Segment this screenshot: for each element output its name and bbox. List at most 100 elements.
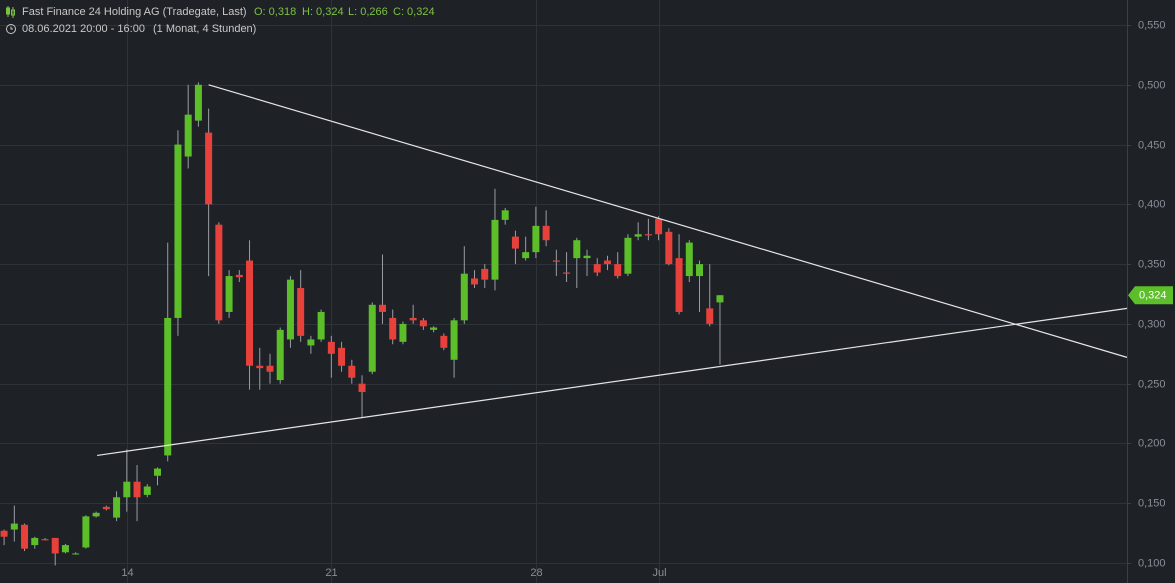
candle-body xyxy=(174,144,182,318)
header-high: H: 0,324 xyxy=(302,6,344,18)
candle-body xyxy=(317,311,325,340)
last-price-label: 0,324 xyxy=(1139,290,1167,302)
candle-body xyxy=(164,317,172,456)
candle-body xyxy=(348,365,356,378)
candle-body xyxy=(327,341,335,354)
candle-body xyxy=(522,252,530,259)
candle-body xyxy=(72,553,80,555)
y-tick-label: 0,550 xyxy=(1138,19,1166,31)
y-tick-label: 0,300 xyxy=(1138,318,1166,330)
legend-icon xyxy=(6,6,15,18)
header-low: L: 0,266 xyxy=(348,6,388,18)
candle-body xyxy=(440,335,448,348)
x-tick-label: 28 xyxy=(530,567,542,579)
header-close: C: 0,324 xyxy=(393,6,435,18)
candle-body xyxy=(41,539,49,541)
candle-body xyxy=(31,537,39,546)
candle-body xyxy=(552,260,560,262)
candle-body xyxy=(378,304,386,312)
candle-body xyxy=(358,383,366,393)
candle-body xyxy=(603,260,611,265)
candle-body xyxy=(266,365,274,372)
y-tick-label: 0,200 xyxy=(1138,437,1166,449)
x-tick-label: 21 xyxy=(325,567,337,579)
candle-body xyxy=(655,218,663,235)
candle-body xyxy=(10,523,18,530)
candle-body xyxy=(286,279,294,340)
candle-body xyxy=(716,295,724,303)
candle-body xyxy=(399,323,407,342)
candle-body xyxy=(593,264,601,273)
trendline xyxy=(208,84,1128,358)
candle-body xyxy=(542,225,550,241)
candle-body xyxy=(665,231,673,265)
y-tick-label: 0,450 xyxy=(1138,139,1166,151)
header-open: O: 0,318 xyxy=(254,6,296,18)
candle-body xyxy=(21,524,29,549)
candle-body xyxy=(123,481,131,498)
candle-body xyxy=(51,537,59,554)
candle-body xyxy=(215,224,223,321)
candle-body xyxy=(143,486,151,495)
trendline xyxy=(97,307,1128,457)
candle-body xyxy=(706,308,714,324)
header-interval: (1 Monat, 4 Stunden) xyxy=(153,23,256,35)
clock-icon xyxy=(6,24,16,34)
candle-body xyxy=(133,481,141,498)
candle-body xyxy=(307,339,315,346)
candle-body xyxy=(102,506,110,510)
x-tick-label: Jul xyxy=(652,567,666,579)
candle-body xyxy=(246,260,254,366)
y-tick-label: 0,500 xyxy=(1138,79,1166,91)
last-price-tag xyxy=(1128,286,1173,305)
candle-body xyxy=(563,272,571,274)
candle-body xyxy=(573,240,581,259)
candle-body xyxy=(184,114,192,157)
candle-body xyxy=(491,219,499,280)
candle-body xyxy=(685,242,693,277)
candle-body xyxy=(409,317,417,321)
candle-body xyxy=(471,278,479,285)
candle-body xyxy=(419,320,427,327)
candle-body xyxy=(644,234,652,236)
candle-body xyxy=(675,258,683,312)
candle-body xyxy=(634,234,642,237)
candle-body xyxy=(511,236,519,249)
y-tick-label: 0,100 xyxy=(1138,557,1166,569)
candle-body xyxy=(368,304,376,372)
candle-body xyxy=(153,468,161,476)
candle-body xyxy=(460,273,468,321)
candle-body xyxy=(501,210,509,220)
candle-body xyxy=(205,132,213,205)
header-period: 08.06.2021 20:00 - 16:00 xyxy=(22,23,145,35)
candle-body xyxy=(583,255,591,259)
candle-body xyxy=(256,365,264,369)
candle-body xyxy=(0,530,8,537)
candle-body xyxy=(61,545,69,553)
header-title: Fast Finance 24 Holding AG (Tradegate, L… xyxy=(22,6,247,18)
candle-body xyxy=(481,268,489,280)
y-tick-label: 0,150 xyxy=(1138,497,1166,509)
candle-body xyxy=(430,327,438,330)
y-tick-label: 0,350 xyxy=(1138,258,1166,270)
candle-body xyxy=(225,276,233,312)
candle-body xyxy=(235,274,243,278)
candle-body xyxy=(297,288,305,336)
y-tick-label: 0,250 xyxy=(1138,378,1166,390)
plot xyxy=(0,82,1128,566)
candle-body xyxy=(113,497,121,518)
candle-body xyxy=(194,84,202,121)
candle-body xyxy=(532,225,540,253)
candle-body xyxy=(389,317,397,340)
candle-body xyxy=(82,516,90,548)
candle-body xyxy=(614,264,622,277)
x-tick-label: 14 xyxy=(121,567,133,579)
candle-body xyxy=(92,512,100,517)
candle-body xyxy=(450,320,458,360)
y-tick-label: 0,400 xyxy=(1138,198,1166,210)
candle-body xyxy=(338,347,346,366)
candle-body xyxy=(624,237,632,274)
candle-body xyxy=(696,264,704,277)
candle-body xyxy=(276,329,284,381)
